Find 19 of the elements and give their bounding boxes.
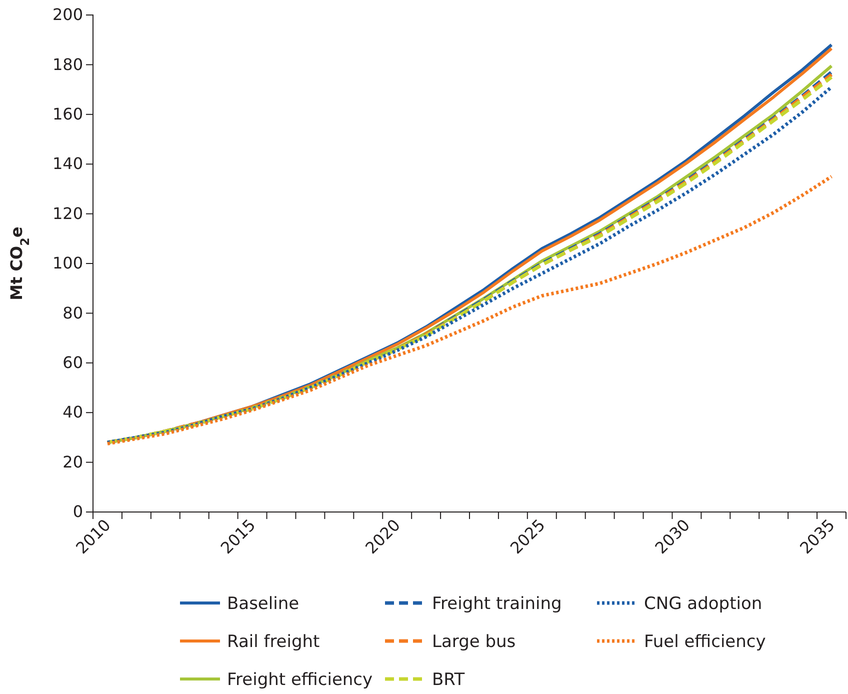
y-tick-label: 120 (52, 204, 83, 223)
y-tick-label: 60 (62, 353, 83, 372)
y-tick-label: 40 (62, 402, 83, 422)
legend-label: Fuel efficiency (644, 632, 766, 652)
y-tick-label: 100 (52, 254, 83, 273)
y-tick-label: 160 (52, 104, 83, 124)
legend-label: BRT (432, 670, 466, 690)
legend-label: Baseline (227, 594, 300, 614)
legend-label: CNG adoption (644, 594, 762, 614)
legend-label: Rail freight (227, 632, 320, 652)
y-tick-label: 200 (52, 5, 83, 24)
y-tick-label: 0 (72, 502, 83, 522)
y-tick-label: 180 (52, 54, 83, 74)
y-tick-label: 20 (62, 452, 83, 472)
y-tick-label: 80 (62, 303, 83, 322)
y-tick-label: 140 (52, 154, 83, 174)
legend-label: Freight efficiency (227, 670, 373, 690)
legend-label: Large bus (432, 632, 516, 652)
legend-label: Freight training (432, 594, 562, 614)
